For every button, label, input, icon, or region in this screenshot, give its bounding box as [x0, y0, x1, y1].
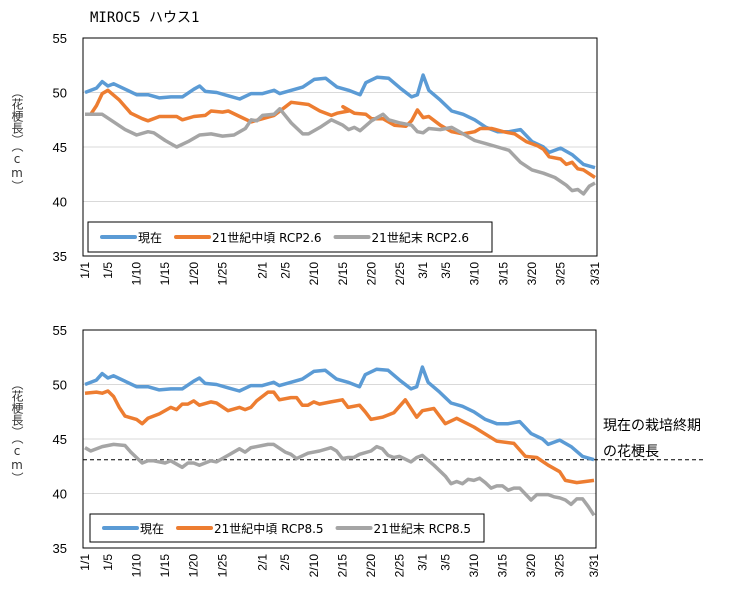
plot-area	[82, 37, 598, 257]
x-tick-label: 3/15	[495, 554, 509, 578]
x-tick-label: 2/25	[393, 262, 407, 286]
x-tick-label: 2/1	[256, 262, 270, 279]
x-tick-label: 3/5	[439, 262, 453, 279]
series-line-0	[84, 365, 595, 462]
x-tick-label: 2/15	[335, 554, 349, 578]
plot-area	[82, 329, 597, 549]
y-tick-label: 40	[53, 487, 67, 502]
x-tick-label: 2/15	[336, 262, 350, 286]
series-line-1	[84, 389, 595, 485]
x-tick-label: 3/25	[554, 262, 568, 286]
x-tick-label: 1/5	[101, 554, 115, 571]
legend-label-0: 現在	[140, 522, 164, 536]
legend-label-0: 現在	[138, 231, 162, 245]
legend-label-1: 21世紀中頃 RCP2.6	[212, 230, 322, 245]
y-tick-label: 45	[53, 140, 67, 155]
y-tick-label: 55	[53, 31, 67, 46]
x-tick-label: 2/10	[307, 554, 321, 578]
x-tick-label: 2/10	[307, 262, 321, 286]
x-tick-label: 1/15	[158, 554, 172, 578]
x-tick-label: 3/5	[438, 554, 452, 571]
x-tick-label: 1/15	[158, 262, 172, 286]
x-tick-label: 1/10	[130, 262, 144, 286]
legend-label-2: 21世紀末 RCP2.6	[372, 231, 470, 245]
x-tick-label: 3/1	[416, 262, 430, 279]
legend-label-1: 21世紀中頃 RCP8.5	[214, 521, 324, 536]
x-tick-label: 2/5	[279, 262, 293, 279]
x-tick-label: 3/20	[525, 262, 539, 286]
y-tick-label: 50	[53, 378, 67, 393]
x-tick-label: 2/20	[365, 262, 379, 286]
x-tick-label: 1/1	[78, 262, 92, 279]
x-tick-label: 1/20	[187, 262, 201, 286]
x-tick-label: 3/10	[467, 554, 481, 578]
x-tick-label: 1/20	[187, 554, 201, 578]
x-tick-label: 1/25	[215, 554, 229, 578]
x-tick-label: 2/20	[364, 554, 378, 578]
legend-label-2: 21世紀末 RCP8.5	[374, 522, 472, 536]
reference-line-label-2: の花梗長	[603, 444, 659, 460]
x-tick-label: 3/1	[415, 554, 429, 571]
series-line-0	[84, 73, 596, 170]
y-tick-label: 35	[53, 541, 67, 556]
series-line-2	[84, 442, 596, 517]
x-tick-label: 1/1	[78, 554, 92, 571]
x-tick-label: 1/25	[216, 262, 230, 286]
y-tick-label: 40	[53, 195, 67, 210]
chart-title: MIROC5 ハウス1	[90, 10, 199, 26]
x-tick-label: 3/10	[468, 262, 482, 286]
y-tick-label: 50	[53, 86, 67, 101]
reference-line-label-1: 現在の栽培終期	[603, 418, 701, 434]
y-tick-label: 45	[53, 432, 67, 447]
x-tick-label: 1/5	[101, 262, 115, 279]
x-tick-label: 2/5	[278, 554, 292, 571]
x-tick-label: 3/31	[588, 262, 602, 286]
x-tick-label: 1/10	[129, 554, 143, 578]
chart-top: 35 40 45 50 55 1/1 1/5 1/10 1/15 1/20 1/25 2/1 2/5 2/…	[53, 31, 602, 285]
series-line-2	[85, 107, 596, 196]
x-tick-label: 3/25	[553, 554, 567, 578]
y-axis-title-bottom: （花梗長）（cm）	[10, 378, 24, 484]
legend	[89, 513, 485, 543]
y-tick-label: 35	[53, 249, 67, 264]
x-tick-label: 2/1	[255, 554, 269, 571]
y-axis-title-top: （花梗長）（cm）	[10, 86, 24, 192]
x-tick-label: 3/31	[587, 554, 601, 578]
y-tick-label: 55	[53, 323, 67, 338]
x-tick-label: 3/15	[496, 262, 510, 286]
series-line-1	[85, 88, 596, 179]
x-tick-label: 2/25	[393, 554, 407, 578]
x-tick-label: 3/20	[524, 554, 538, 578]
chart-bottom: 35 40 45 50 55 1/1 1/5 1/10 1/15 1/20 1/25 2/1 2/5 2/…	[53, 323, 705, 577]
legend	[87, 221, 493, 253]
